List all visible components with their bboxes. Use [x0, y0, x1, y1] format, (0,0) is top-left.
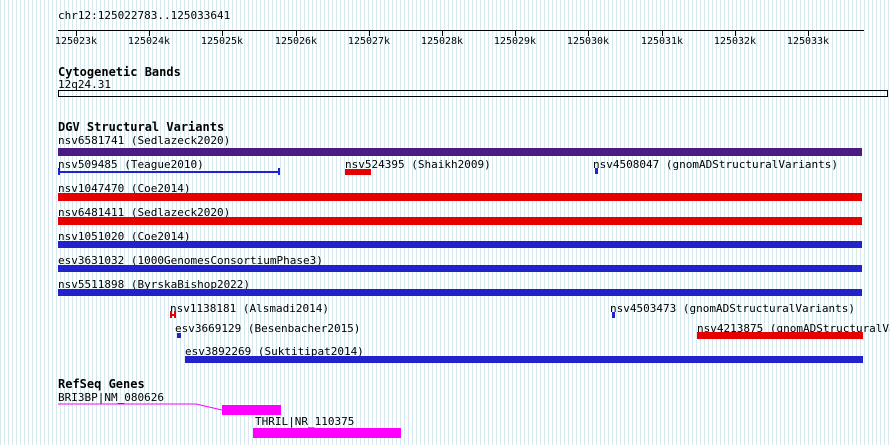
- variant-glyph-nsv524395[interactable]: [345, 169, 371, 175]
- variant-label-nsv6581741[interactable]: nsv6581741 (Sedlazeck2020): [58, 134, 231, 147]
- ruler-tick: [76, 30, 77, 36]
- gene-glyph-BRI3BP[interactable]: [58, 402, 288, 416]
- ruler-tick-label: 125027k: [347, 36, 391, 47]
- ruler-tick: [588, 30, 589, 36]
- variant-glyph-nsv5511898[interactable]: [58, 289, 862, 296]
- ruler-tick-label: 125024k: [127, 36, 171, 47]
- cytoband-box[interactable]: [58, 90, 888, 97]
- variant-glyph-nsv509485[interactable]: [58, 168, 280, 175]
- variant-glyph-nsv4508047[interactable]: [595, 168, 598, 174]
- variant-label-nsv1138181[interactable]: nsv1138181 (Alsmadi2014): [170, 302, 329, 315]
- variant-label-nsv524395[interactable]: nsv524395 (Shaikh2009): [345, 158, 491, 171]
- ruler-tick: [442, 30, 443, 36]
- variant-label-nsv4503473[interactable]: nsv4503473 (gnomADStructuralVariants): [610, 302, 856, 315]
- ruler-tick-label: 125028k: [420, 36, 464, 47]
- variant-label-esv3892269[interactable]: esv3892269 (Suktitipat2014): [185, 345, 364, 358]
- variant-glyph-nsv4503473[interactable]: [612, 312, 615, 318]
- variant-glyph-nsv4213875[interactable]: [697, 332, 863, 339]
- variant-glyph-nsv1138181[interactable]: [170, 311, 176, 318]
- cytoband-name: 12q24.31: [58, 78, 111, 91]
- variant-glyph-nsv1051020[interactable]: [58, 241, 862, 248]
- ruler-tick: [369, 30, 370, 36]
- variant-glyph-esv3892269[interactable]: [185, 356, 863, 363]
- variant-glyph-nsv6481411[interactable]: [58, 217, 862, 225]
- ruler-line[interactable]: [58, 30, 864, 31]
- variant-label-nsv4508047[interactable]: nsv4508047 (gnomADStructuralVariants): [593, 158, 839, 171]
- ruler-tick-label: 125025k: [200, 36, 244, 47]
- ruler-tick-label: 125026k: [274, 36, 318, 47]
- variant-glyph-nsv6581741[interactable]: [58, 148, 862, 156]
- variant-label-nsv1047470[interactable]: nsv1047470 (Coe2014): [58, 182, 191, 195]
- ruler-tick-label: 125033k: [786, 36, 830, 47]
- variant-label-esv3669129[interactable]: esv3669129 (Besenbacher2015): [175, 322, 361, 335]
- gene-intron-line: [58, 403, 223, 411]
- ruler-tick: [808, 30, 809, 36]
- variant-glyph-nsv1047470[interactable]: [58, 193, 862, 201]
- ruler-tick: [735, 30, 736, 36]
- ruler-tick: [296, 30, 297, 36]
- section-title-dgv: DGV Structural Variants: [58, 120, 225, 134]
- ruler-tick: [222, 30, 223, 36]
- gene-glyph-THRIL[interactable]: [253, 428, 401, 438]
- ruler-tick: [149, 30, 150, 36]
- section-title-cytobands: Cytogenetic Bands: [58, 65, 181, 79]
- ruler-tick: [662, 30, 663, 36]
- variant-label-nsv1051020[interactable]: nsv1051020 (Coe2014): [58, 230, 191, 243]
- ruler-tick-label: 125032k: [713, 36, 757, 47]
- ruler-tick-label: 125029k: [493, 36, 537, 47]
- variant-label-nsv4213875[interactable]: nsv4213875 (gnomADStructuralVariants): [697, 322, 890, 335]
- ruler-tick: [515, 30, 516, 36]
- gene-exon-box: [222, 405, 281, 415]
- variant-label-nsv6481411[interactable]: nsv6481411 (Sedlazeck2020): [58, 206, 231, 219]
- gene-label-BRI3BP[interactable]: BRI3BP|NM_080626: [58, 391, 164, 404]
- ruler-tick-label: 125023k: [54, 36, 98, 47]
- section-title-refseq: RefSeq Genes: [58, 377, 145, 391]
- region-position-label: chr12:125022783..125033641: [58, 9, 231, 22]
- variant-label-esv3631032[interactable]: esv3631032 (1000GenomesConsortiumPhase3): [58, 254, 323, 267]
- ruler-tick-label: 125030k: [566, 36, 610, 47]
- variant-glyph-esv3669129[interactable]: [177, 333, 181, 338]
- variant-label-nsv509485[interactable]: nsv509485 (Teague2010): [58, 158, 204, 171]
- gene-label-THRIL[interactable]: THRIL|NR_110375: [255, 415, 355, 428]
- bracket-line: [172, 313, 174, 316]
- bracket-line: [60, 170, 278, 173]
- variant-label-nsv5511898[interactable]: nsv5511898 (ByrskaBishop2022): [58, 278, 251, 291]
- variant-glyph-esv3631032[interactable]: [58, 265, 862, 272]
- ruler-tick-label: 125031k: [640, 36, 684, 47]
